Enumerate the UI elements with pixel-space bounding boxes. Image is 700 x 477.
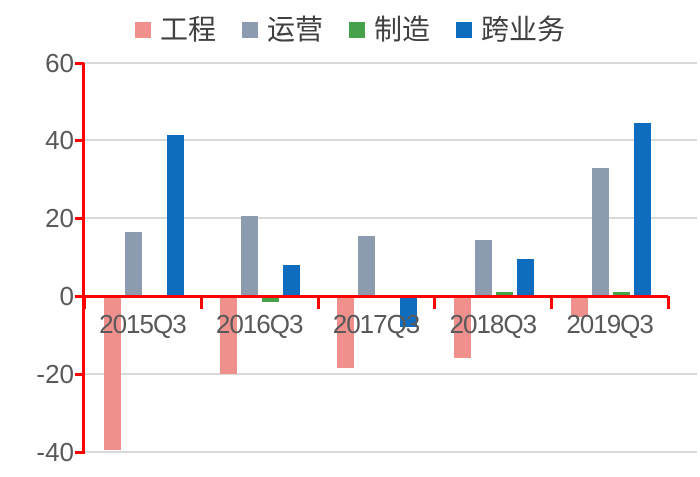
gridline-y20	[84, 217, 697, 220]
y-axis-line	[82, 62, 85, 454]
bar-运营-2019Q3	[591, 167, 609, 296]
bar-跨业务-2019Q3	[633, 122, 651, 296]
x-tick-1	[199, 296, 203, 309]
bar-跨业务-2016Q3	[283, 264, 301, 296]
bar-跨业务-2015Q3	[166, 134, 184, 296]
y-tick-0	[75, 295, 84, 298]
bar-运营-2016Q3	[241, 216, 259, 296]
legend-label-2: 制造	[374, 14, 431, 45]
x-axis-label-2019Q3: 2019Q3	[566, 309, 654, 339]
x-axis-label-2015Q3: 2015Q3	[99, 309, 187, 339]
gridline-y-40	[84, 450, 697, 453]
y-axis-label-0: 0	[59, 281, 74, 311]
legend-item-3: 跨业务	[456, 16, 565, 44]
bar-工程-2019Q3	[570, 296, 588, 318]
x-axis-label-2016Q3: 2016Q3	[215, 309, 304, 339]
gridline-y40	[84, 139, 697, 142]
gridline-y60	[84, 61, 697, 64]
y-tick--40	[75, 450, 84, 454]
legend-swatch-1	[241, 22, 258, 38]
x-tick-0	[83, 296, 86, 309]
y-axis-label--40: -40	[36, 436, 74, 467]
bar-制造-2016Q3	[262, 296, 280, 302]
bar-制造-2019Q3	[612, 292, 630, 296]
bar-工程-2016Q3	[220, 296, 238, 374]
x-axis-line	[84, 295, 668, 298]
x-tick-2	[316, 296, 320, 309]
x-tick-5	[667, 296, 670, 309]
x-tick-3	[433, 296, 437, 309]
legend-label-3: 跨业务	[481, 14, 566, 45]
legend: 工程 运营 制造 跨业务	[0, 10, 700, 50]
bar-制造-2018Q3	[495, 292, 513, 296]
bar-工程-2017Q3	[337, 296, 355, 368]
y-axis-label-20: 20	[45, 203, 74, 234]
legend-label-0: 工程	[159, 14, 216, 45]
y-tick-20	[75, 217, 84, 221]
y-tick--20	[75, 372, 84, 376]
legend-item-1: 运营	[241, 14, 323, 45]
y-axis-label-40: 40	[45, 125, 74, 156]
bar-工程-2015Q3	[103, 296, 121, 450]
bar-跨业务-2017Q3	[400, 296, 418, 328]
bar-跨业务-2018Q3	[516, 259, 534, 296]
y-axis-label-60: 60	[45, 47, 74, 78]
y-tick-40	[75, 139, 84, 143]
bar-运营-2017Q3	[358, 235, 376, 296]
bar-运营-2018Q3	[474, 239, 492, 296]
y-axis-label--20: -20	[36, 358, 74, 389]
bar-工程-2018Q3	[453, 296, 471, 359]
bar-运营-2015Q3	[124, 231, 142, 296]
x-tick-4	[550, 296, 554, 309]
gridline-y-20	[84, 372, 697, 375]
legend-swatch-3	[456, 22, 473, 38]
legend-swatch-2	[349, 22, 365, 38]
legend-label-1: 运营	[266, 14, 323, 45]
legend-item-0: 工程	[134, 14, 216, 45]
x-axis-label-2018Q3: 2018Q3	[449, 309, 538, 339]
y-tick-60	[75, 61, 84, 65]
x-axis-label-2017Q3: 2017Q3	[332, 309, 421, 339]
legend-swatch-0	[134, 22, 151, 38]
legend-item-2: 制造	[349, 16, 430, 44]
